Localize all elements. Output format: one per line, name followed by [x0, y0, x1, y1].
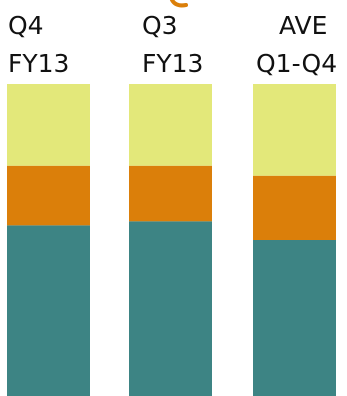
bar-segment-0-2 [7, 84, 90, 166]
category-label-line2: Q1-Q4 [256, 49, 337, 78]
category-label-line2: FY13 [142, 49, 203, 78]
bar-segment-2-2 [253, 84, 336, 176]
category-label-line1: AVE [279, 11, 327, 40]
category-label-line1: Q3 [142, 11, 178, 40]
bar-segment-2-1 [253, 175, 336, 240]
category-label-line2: FY13 [8, 49, 69, 78]
bar-segment-0-0 [7, 225, 90, 396]
bar-segment-2-0 [253, 240, 336, 396]
category-label-line1: Q4 [8, 11, 44, 40]
bar-segment-1-2 [129, 84, 212, 166]
bar-stacks [7, 84, 336, 396]
bar-segment-1-0 [129, 221, 212, 396]
top-arc-fragment [170, 0, 188, 8]
category-labels: Q4 FY13 Q3 FY13 AVE Q1-Q4 [8, 11, 337, 78]
bar-segment-0-1 [7, 165, 90, 226]
bar-segment-1-1 [129, 165, 212, 222]
